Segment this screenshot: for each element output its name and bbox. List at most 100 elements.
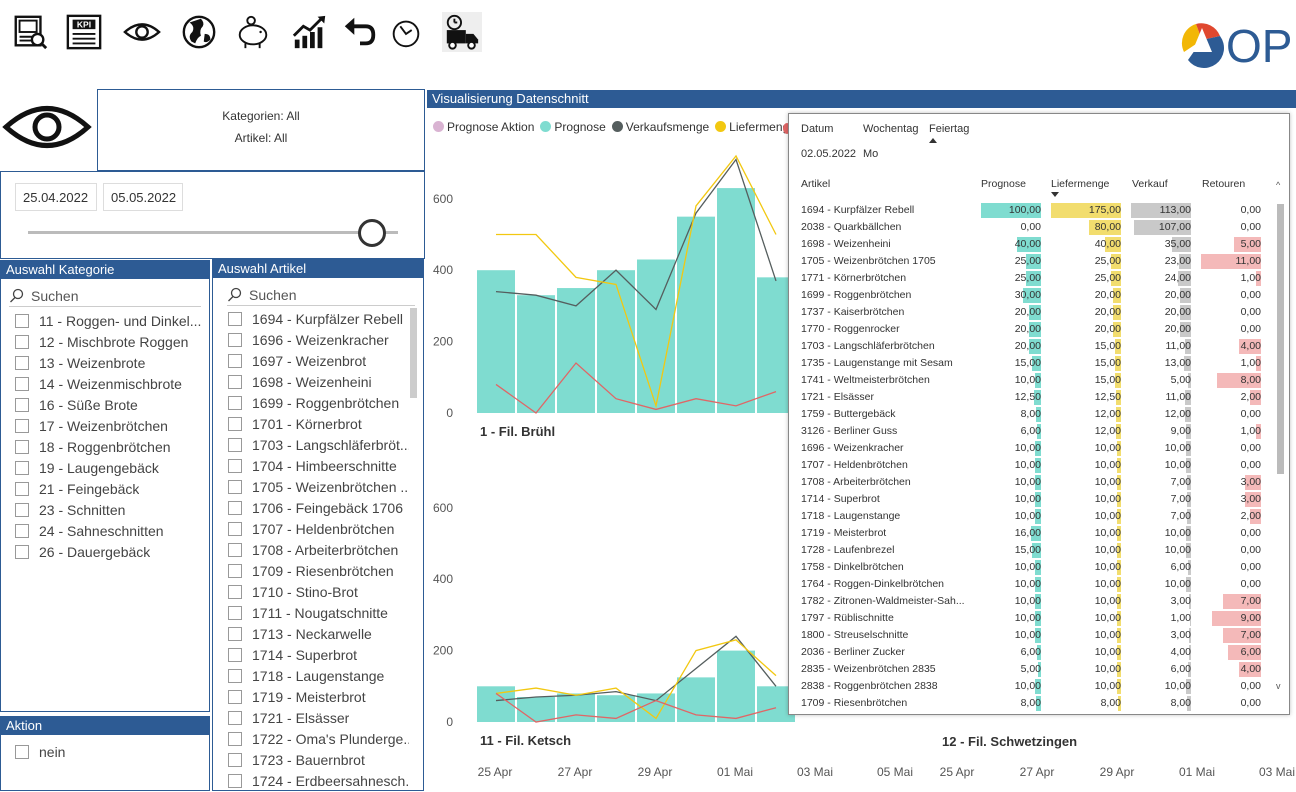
delivery-truck-icon[interactable] — [442, 12, 482, 52]
artikel-item[interactable]: 1713 - Neckarwelle — [228, 623, 409, 644]
kategorie-item[interactable]: 13 - Weizenbrote — [15, 352, 209, 373]
artikel-item[interactable]: 1721 - Elsässer — [228, 707, 409, 728]
kategorie-item[interactable]: 26 - Dauergebäck — [15, 541, 209, 562]
checkbox[interactable] — [228, 395, 242, 410]
kategorie-item[interactable]: 24 - Sahneschnitten — [15, 520, 209, 541]
checkbox[interactable] — [15, 418, 29, 433]
checkbox[interactable] — [228, 374, 242, 389]
checkbox[interactable] — [15, 744, 29, 759]
checkbox[interactable] — [228, 647, 242, 662]
scroll-down-icon[interactable]: v — [1276, 681, 1281, 691]
globe-icon[interactable] — [179, 12, 219, 52]
artikel-item[interactable]: 1696 - Weizenkracher — [228, 329, 409, 350]
checkbox[interactable] — [228, 458, 242, 473]
checkbox[interactable] — [228, 689, 242, 704]
checkbox[interactable] — [228, 710, 242, 725]
checkbox[interactable] — [228, 353, 242, 368]
artikel-item[interactable]: 1697 - Weizenbrot — [228, 350, 409, 371]
artikel-item[interactable]: 1714 - Superbrot — [228, 644, 409, 665]
tooltip-col-artikel[interactable]: Artikel — [801, 178, 831, 190]
artikel-item[interactable]: 1710 - Stino-Brot — [228, 581, 409, 602]
checkbox[interactable] — [228, 752, 242, 767]
artikel-item[interactable]: 1701 - Körnerbrot — [228, 413, 409, 434]
tooltip-col-retouren[interactable]: Retouren — [1202, 178, 1246, 190]
artikel-item[interactable]: 1711 - Nougatschnitte — [228, 602, 409, 623]
legend-entry[interactable]: Verkaufsmenge — [611, 120, 709, 134]
legend-entry[interactable]: Liefermenge — [715, 120, 796, 134]
checkbox[interactable] — [15, 376, 29, 391]
checkbox[interactable] — [228, 731, 242, 746]
kategorie-item[interactable]: 18 - Roggenbrötchen — [15, 436, 209, 457]
artikel-item[interactable]: 1698 - Weizenheini — [228, 371, 409, 392]
artikel-item[interactable]: 1722 - Oma's Plunderge... — [228, 728, 409, 749]
tooltip-col-verkauf[interactable]: Verkauf — [1132, 178, 1168, 190]
artikel-item[interactable]: 1704 - Himbeerschnitte — [228, 455, 409, 476]
checkbox[interactable] — [228, 416, 242, 431]
checkbox[interactable] — [15, 313, 29, 328]
artikel-item[interactable]: 1699 - Roggenbrötchen — [228, 392, 409, 413]
tooltip-scrollbar[interactable] — [1277, 204, 1284, 474]
artikel-item[interactable]: 1709 - Riesenbrötchen — [228, 560, 409, 581]
artikel-item[interactable]: 1703 - Langschläferbröt... — [228, 434, 409, 455]
checkbox[interactable] — [228, 605, 242, 620]
tooltip-col-prognose[interactable]: Prognose — [981, 178, 1026, 190]
checkbox[interactable] — [228, 332, 242, 347]
date-end-input[interactable]: 05.05.2022 — [103, 183, 183, 211]
kategorie-search[interactable]: Suchen — [9, 285, 201, 307]
kategorie-item[interactable]: 21 - Feingebäck — [15, 478, 209, 499]
artikel-item[interactable]: 1706 - Feingebäck 1706 — [228, 497, 409, 518]
checkbox[interactable] — [228, 542, 242, 557]
artikel-item[interactable]: 1707 - Heldenbrötchen — [228, 518, 409, 539]
artikel-search[interactable]: Suchen — [227, 284, 415, 306]
checkbox[interactable] — [15, 502, 29, 517]
growth-chart-icon[interactable] — [290, 12, 330, 52]
artikel-item[interactable]: 1705 - Weizenbrötchen ... — [228, 476, 409, 497]
checkbox[interactable] — [228, 521, 242, 536]
date-start-input[interactable]: 25.04.2022 — [15, 183, 97, 211]
checkbox[interactable] — [228, 500, 242, 515]
artikel-scrollbar[interactable] — [410, 308, 417, 398]
tooltip-col-liefermenge[interactable]: Liefermenge — [1051, 178, 1110, 190]
scroll-up-icon[interactable]: ^ — [1276, 180, 1281, 190]
kategorie-item[interactable]: 19 - Laugengebäck — [15, 457, 209, 478]
checkbox[interactable] — [228, 668, 242, 683]
artikel-item[interactable]: 1718 - Laugenstange — [228, 665, 409, 686]
kategorie-item[interactable]: 11 - Roggen- und Dinkel... — [15, 310, 209, 331]
checkbox[interactable] — [15, 334, 29, 349]
checkbox[interactable] — [15, 544, 29, 559]
checkbox[interactable] — [228, 626, 242, 641]
checkbox[interactable] — [15, 523, 29, 538]
visibility-eye-icon[interactable] — [2, 98, 92, 156]
checkbox[interactable] — [228, 563, 242, 578]
legend-entry[interactable]: Prognose — [540, 120, 606, 134]
checkbox[interactable] — [228, 479, 242, 494]
date-slider-track[interactable] — [28, 231, 398, 234]
artikel-item[interactable]: 1708 - Arbeiterbrötchen — [228, 539, 409, 560]
kpi-icon[interactable]: KPI — [64, 12, 104, 52]
kategorie-item[interactable]: 16 - Süße Brote — [15, 394, 209, 415]
piggy-bank-icon[interactable] — [233, 12, 273, 52]
aktion-item[interactable]: nein — [15, 741, 209, 762]
checkbox[interactable] — [228, 311, 242, 326]
checkbox[interactable] — [228, 584, 242, 599]
kategorie-item[interactable]: 14 - Weizenmischbrote — [15, 373, 209, 394]
checkbox[interactable] — [15, 355, 29, 370]
report-icon[interactable] — [10, 12, 50, 52]
artikel-item[interactable]: 1719 - Meisterbrot — [228, 686, 409, 707]
kategorie-item[interactable]: 23 - Schnitten — [15, 499, 209, 520]
legend-entry[interactable]: Prognose Aktion — [433, 120, 534, 134]
checkbox[interactable] — [228, 437, 242, 452]
checkbox[interactable] — [15, 439, 29, 454]
artikel-item[interactable]: 1724 - Erdbeersahnesch... — [228, 770, 409, 790]
kategorie-item[interactable]: 12 - Mischbrote Roggen — [15, 331, 209, 352]
checkbox[interactable] — [15, 397, 29, 412]
artikel-item[interactable]: 1694 - Kurpfälzer Rebell — [228, 308, 409, 329]
artikel-item[interactable]: 1723 - Bauernbrot — [228, 749, 409, 770]
reset-icon[interactable] — [386, 12, 426, 52]
checkbox[interactable] — [228, 773, 242, 788]
undo-icon[interactable] — [340, 12, 380, 52]
eye-icon[interactable] — [122, 12, 162, 52]
checkbox[interactable] — [15, 460, 29, 475]
date-slider-handle[interactable] — [358, 219, 386, 247]
checkbox[interactable] — [15, 481, 29, 496]
